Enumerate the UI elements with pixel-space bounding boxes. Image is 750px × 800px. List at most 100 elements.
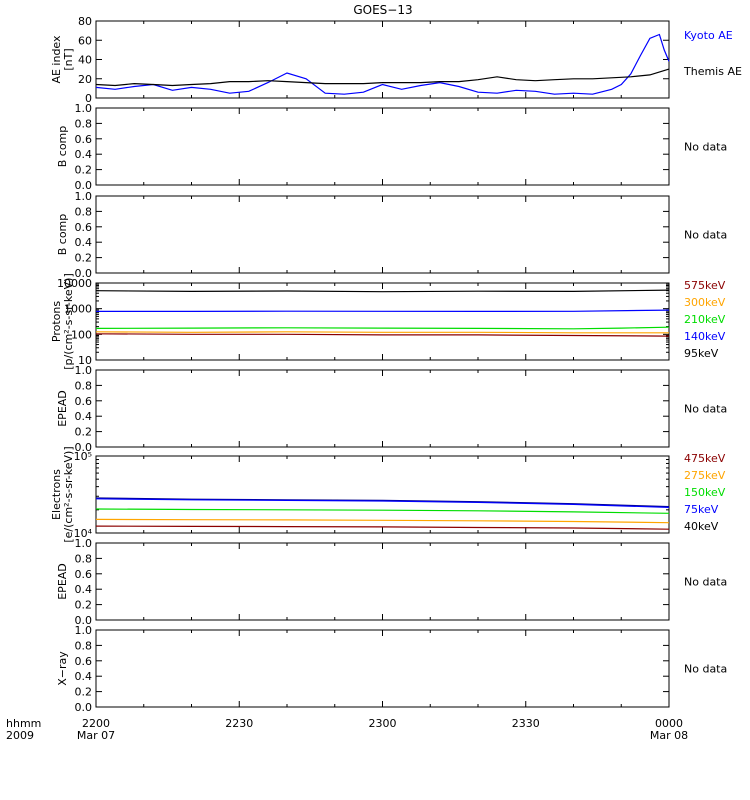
xray-ytick-label: 0.6 [75, 655, 93, 668]
ae-legend-kyoto-ae: Kyoto AE [684, 29, 733, 42]
xray-ytick-label: 0.2 [75, 686, 93, 699]
b1-panel: 0.0 0.2 0.4 0.6 0.8 1.0 B comp No data [56, 102, 727, 192]
b1-ytick-label: 0.6 [75, 133, 93, 146]
epead2-ytick-label: 0.2 [75, 599, 93, 612]
protons-ytick-label: 10000 [57, 277, 92, 290]
protons-series-140kev [96, 309, 670, 312]
electrons-ytick-label: 10⁵ [74, 450, 92, 463]
ae-ytick-label: 80 [78, 15, 92, 28]
epead1-ytick-label: 0.6 [75, 395, 93, 408]
electrons-legend-475kev: 475keV [684, 452, 726, 465]
b1-ylabel: B comp [56, 126, 69, 168]
electrons-series-475kev [95, 525, 670, 530]
ae-ylabel: AE index [50, 35, 63, 84]
electrons-legend-40kev: 40keV [684, 520, 719, 533]
ae-frame [95, 20, 670, 99]
protons-panel: 10 100 1000 10000 Protons [p/(cm²-s-sr-keV)] 5… [50, 273, 726, 370]
protons-legend-210kev: 210keV [684, 313, 726, 326]
ae-ytick-label: 60 [78, 34, 92, 47]
time-axis: hhmm 2009 Mar 07 Mar 08 2200 2230 2300 2330… [6, 717, 688, 742]
electrons-legend-150kev: 150keV [684, 486, 726, 499]
b2-ytick-label: 0.6 [75, 221, 93, 234]
time-tick-label: 2330 [512, 717, 540, 730]
year-label: 2009 [6, 729, 34, 742]
electrons-ylabel: Electrons [50, 469, 63, 520]
electrons-ytick-label: 10⁴ [74, 527, 93, 540]
protons-series-575kev [95, 333, 670, 337]
b2-ytick-label: 1.0 [75, 190, 93, 203]
protons-ylabel: [p/(cm²-s-sr-keV)] [62, 273, 75, 370]
epead1-no-data-label: No data [684, 403, 727, 416]
b1-ytick-label: 0.2 [75, 164, 93, 177]
hhmm-label: hhmm [6, 717, 41, 730]
electrons-panel: 10⁴ 10⁵ Electrons [e/(cm²-s-sr-keV)] 475keV 2… [50, 446, 726, 542]
b2-ytick-label: 0.8 [75, 205, 93, 218]
ae-legend-themis-ae: Themis AE [683, 65, 742, 78]
ae-panel: 0 20 40 60 80 AE index [nT] Kyoto AE Themis AE [50, 15, 742, 105]
ae-ytick-label: 0 [85, 92, 92, 105]
time-tick-label: 2200 [82, 717, 110, 730]
protons-series-210kev [95, 326, 670, 330]
end-date-label: Mar 08 [650, 729, 688, 742]
time-tick-label: 2300 [369, 717, 397, 730]
epead1-panel: 0.0 0.2 0.4 0.6 0.8 1.0 EPEAD No data [56, 364, 727, 454]
xray-frame [95, 629, 670, 708]
ae-ylabel: [nT] [62, 48, 75, 70]
epead2-no-data-label: No data [684, 576, 727, 589]
protons-legend-95kev: 95keV [684, 347, 719, 360]
b2-ytick-label: 0.0 [75, 267, 93, 280]
ae-ytick-label: 20 [78, 73, 92, 86]
b1-ytick-label: 1.0 [75, 102, 93, 115]
panel-stack: 0 20 40 60 80 AE index [nT] Kyoto AE Themis AE 0.… [50, 15, 742, 714]
epead2-ytick-label: 0.6 [75, 568, 93, 581]
electrons-series-275kev [95, 518, 670, 524]
xray-no-data-label: No data [684, 663, 727, 676]
b2-no-data-label: No data [684, 229, 727, 242]
b1-no-data-label: No data [684, 141, 727, 154]
protons-ytick-label: 1000 [64, 303, 92, 316]
epead1-ytick-label: 0.8 [75, 379, 93, 392]
epead1-ytick-label: 0.2 [75, 426, 93, 439]
epead2-ytick-label: 0.0 [75, 614, 93, 627]
electrons-legend-275kev: 275keV [684, 469, 726, 482]
protons-ytick-label: 10 [78, 354, 92, 367]
xray-ytick-label: 1.0 [75, 624, 93, 637]
b1-frame [95, 107, 670, 186]
protons-ylabel: Protons [50, 301, 63, 342]
b2-ytick-label: 0.4 [75, 236, 93, 249]
xray-panel: 0.0 0.2 0.4 0.6 0.8 1.0 X−ray No data [56, 624, 727, 714]
epead2-panel: 0.0 0.2 0.4 0.6 0.8 1.0 EPEAD No data [56, 537, 727, 627]
protons-legend-140kev: 140keV [684, 330, 726, 343]
figure-title: GOES−13 [353, 3, 412, 17]
time-tick-label: 0000 [655, 717, 683, 730]
electrons-legend-75kev: 75keV [684, 503, 719, 516]
epead1-ylabel: EPEAD [56, 390, 69, 427]
xray-ytick-label: 0.8 [75, 639, 93, 652]
b1-ytick-label: 0.0 [75, 179, 93, 192]
electrons-series-150kev [95, 508, 670, 514]
epead2-ylabel: EPEAD [56, 563, 69, 600]
xray-ytick-label: 0.4 [75, 670, 93, 683]
epead2-frame [95, 542, 670, 621]
protons-ytick-label: 100 [71, 328, 92, 341]
protons-series-300kev [95, 331, 669, 334]
epead2-ytick-label: 0.4 [75, 583, 93, 596]
epead1-ytick-label: 1.0 [75, 364, 93, 377]
protons-frame [95, 282, 670, 361]
epead1-frame [95, 369, 670, 448]
ae-series-themis-ae [95, 68, 670, 87]
epead1-ytick-label: 0.4 [75, 410, 93, 423]
xray-ylabel: X−ray [56, 651, 69, 686]
xray-ytick-label: 0.0 [75, 701, 93, 714]
ae-series-kyoto-ae [95, 33, 670, 95]
ae-ytick-label: 40 [78, 54, 92, 67]
b2-ytick-label: 0.2 [75, 252, 93, 265]
epead1-ytick-label: 0.0 [75, 441, 93, 454]
electrons-ylabel: [e/(cm²-s-sr-keV)] [62, 446, 75, 542]
b2-frame [95, 195, 670, 274]
b2-ylabel: B comp [56, 214, 69, 256]
epead2-ytick-label: 1.0 [75, 537, 93, 550]
epead2-ytick-label: 0.8 [75, 552, 93, 565]
protons-legend-300kev: 300keV [684, 296, 726, 309]
